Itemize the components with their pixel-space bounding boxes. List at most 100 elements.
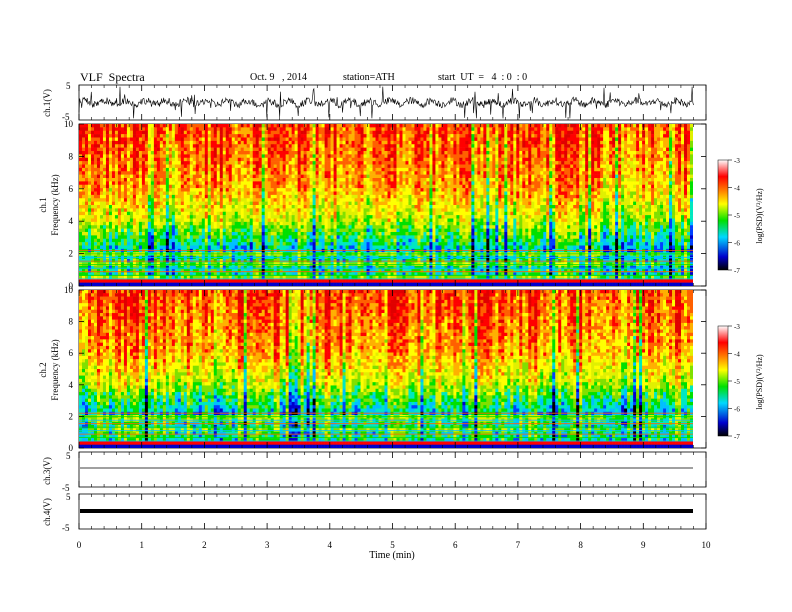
spectrogram-cell (474, 151, 478, 155)
spectrogram-cell (471, 201, 475, 206)
spectrogram-cell (432, 157, 436, 162)
spectrogram-cell (573, 201, 577, 206)
spectrogram-cell (621, 201, 625, 206)
spectrogram-cell (237, 191, 242, 196)
spectrogram-cell (123, 174, 128, 179)
spectrogram-cell (399, 134, 403, 138)
spectrogram-cell (369, 174, 373, 179)
spectrogram-cell (477, 164, 481, 169)
spectrogram-cell (624, 134, 628, 138)
spectrogram-cell (621, 198, 625, 202)
spectrogram-cell (342, 198, 346, 202)
spectrogram-cell (294, 134, 298, 138)
spectrogram-cell (603, 164, 607, 169)
spectrogram-cell (153, 134, 158, 138)
spectrogram-cell (642, 161, 646, 165)
spectrogram-cell (273, 201, 277, 206)
spectrogram-cell (621, 194, 625, 199)
spectrogram-cell (336, 164, 340, 169)
spectrogram-cell (441, 140, 445, 145)
spectrogram-cell (558, 147, 562, 152)
spectrogram-cell (243, 157, 248, 162)
spectrogram-cell (543, 147, 547, 152)
spectrogram-cell (684, 127, 688, 132)
spectrogram-cell (318, 164, 322, 169)
spectrogram-cell (87, 140, 92, 145)
spectrogram-cell (276, 194, 280, 199)
spectrogram-cell (84, 154, 89, 159)
spectrogram-cell (453, 191, 457, 196)
spectrogram-cell (231, 151, 236, 155)
spectrogram-cell (687, 130, 691, 135)
spectrogram-cell (372, 147, 376, 152)
spectrogram-cell (417, 188, 421, 192)
spectrogram-cell (660, 154, 664, 159)
spectrogram-cell (126, 191, 131, 196)
spectrogram-cell (444, 181, 448, 186)
spectrogram-cell (366, 157, 370, 162)
spectrogram-cell (108, 157, 113, 162)
spectrogram-cell (258, 127, 263, 132)
spectrogram-cell (555, 130, 559, 135)
spectrogram-cell (417, 184, 421, 189)
spectrogram-cell (477, 171, 481, 175)
spectrogram-cell (79, 134, 83, 138)
spectrogram-cell (561, 140, 565, 145)
spectrogram-cell (399, 151, 403, 155)
spectrogram-cell (79, 171, 83, 175)
spectrogram-cell (87, 137, 92, 142)
spectrogram-cell (585, 164, 589, 169)
spectrogram-cell (210, 124, 215, 128)
spectrogram-cell (342, 178, 346, 182)
spectrogram-cell (657, 198, 661, 202)
spectrogram-cell (144, 174, 149, 179)
spectrogram-cell (150, 154, 155, 159)
spectrogram-cell (411, 157, 415, 162)
spectrogram-cell (144, 151, 149, 155)
spectrogram-cell (594, 181, 598, 186)
spectrogram-cell (597, 154, 601, 159)
spectrogram-cell (291, 134, 295, 138)
spectrogram-cell (564, 147, 568, 152)
spectrogram-cell (606, 194, 610, 199)
spectrogram-cell (570, 181, 574, 186)
spectrogram-cell (483, 157, 487, 162)
spectrogram-cell (549, 124, 553, 128)
spectrogram-cell (369, 198, 373, 202)
spectrogram-cell (459, 161, 463, 165)
spectrogram-cell (384, 151, 388, 155)
spectrogram-cell (591, 144, 595, 148)
spectrogram-cell (540, 137, 544, 142)
spectrogram-cell (678, 188, 682, 192)
spectrogram-cell (591, 178, 595, 182)
spectrogram-cell (666, 171, 670, 175)
spectrogram-cell (561, 198, 565, 202)
spectrogram-cell (243, 194, 248, 199)
spectrogram-cell (225, 147, 230, 152)
spectrogram-cell (534, 178, 538, 182)
spectrogram-cell (339, 171, 343, 175)
spectrogram-cell (339, 194, 343, 199)
spectrogram-cell (186, 164, 191, 169)
spectrogram-cell (474, 184, 478, 189)
spectrogram-cell (408, 134, 412, 138)
spectrogram-cell (498, 137, 502, 142)
spectrogram-cell (252, 164, 257, 169)
spectrogram-cell (126, 171, 131, 175)
spectrogram-cell (141, 188, 146, 192)
spectrogram-cell (588, 194, 592, 199)
spectrogram-cell (381, 144, 385, 148)
spectrogram-cell (495, 154, 499, 159)
spectrogram-cell (165, 157, 170, 162)
spectrogram-cell (615, 198, 619, 202)
spectrogram-cell (102, 124, 107, 128)
spectrogram-cell (369, 157, 373, 162)
spectrogram-cell (315, 198, 319, 202)
spectrogram-cell (222, 201, 227, 206)
spectrogram-cell (420, 151, 424, 155)
spectrogram-cell (630, 124, 634, 128)
spectrogram-cell (135, 178, 140, 182)
spectrogram-cell (321, 147, 325, 152)
spectrogram-cell (120, 164, 125, 169)
spectrogram-cell (561, 167, 565, 172)
